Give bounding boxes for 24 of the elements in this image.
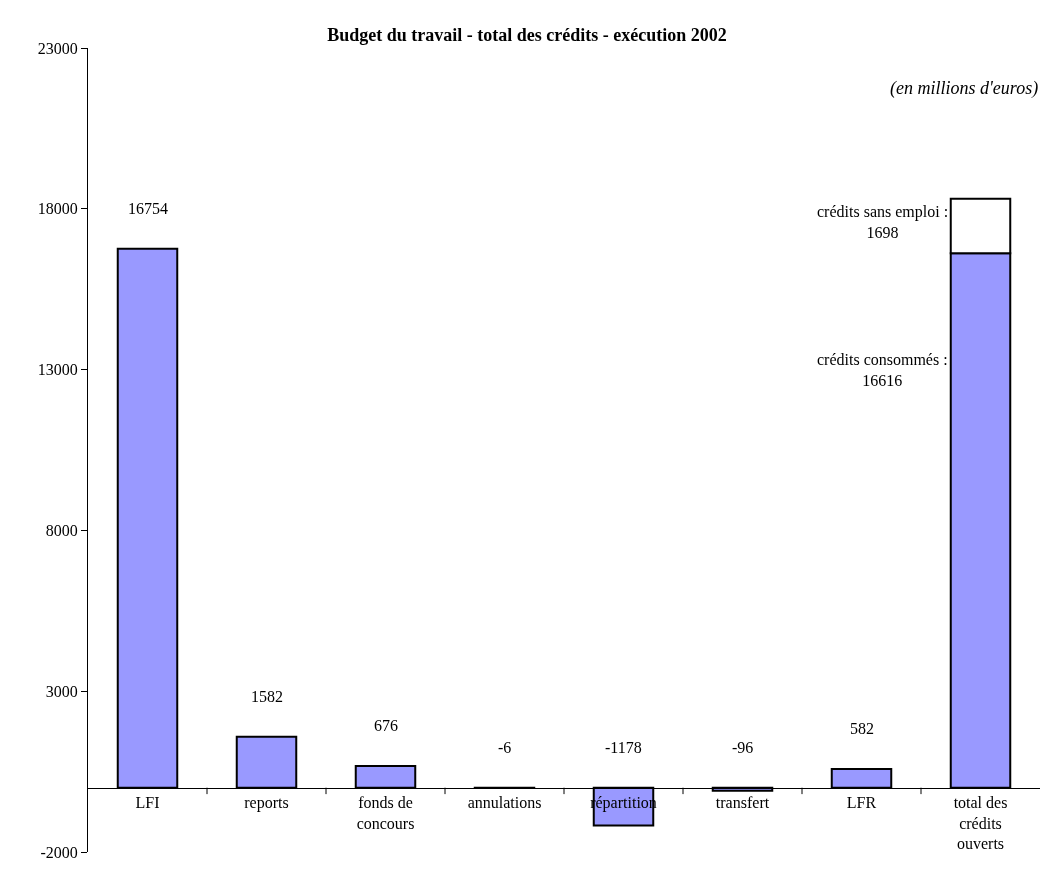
x-tick-label: LFR [846, 793, 877, 811]
data-label: -6 [498, 739, 512, 756]
data-label: -96 [732, 739, 754, 756]
x-tick-label: transfert [715, 793, 770, 811]
y-tick-label: 3000 [45, 682, 78, 700]
annotation: crédits sans emploi : 1698 [817, 203, 949, 241]
annotation: (en millions d'euros) [890, 78, 1039, 99]
y-tick-label: 13000 [37, 361, 78, 379]
x-tick-label: reports [244, 793, 289, 812]
data-label: 676 [374, 717, 398, 734]
y-tick-label: 8000 [45, 522, 78, 539]
x-tick-label: total des crédits ouverts [953, 793, 1008, 853]
annotation: crédits consommés : 16616 [817, 351, 948, 389]
data-label: 16754 [128, 200, 168, 217]
data-label: -1178 [605, 739, 642, 756]
data-label: 582 [850, 720, 874, 737]
x-tick-label: annulations [467, 793, 542, 811]
data-label: 1582 [251, 688, 283, 705]
x-tick-label: fonds de concours [356, 793, 415, 832]
x-tick-label: LFI [135, 793, 160, 811]
y-tick-label: 23000 [37, 39, 78, 57]
y-tick-label: -2000 [40, 843, 78, 861]
chart-title: Budget du travail - total des crédits - exécution 2002 [327, 25, 727, 46]
y-tick-label: 18000 [37, 200, 78, 218]
